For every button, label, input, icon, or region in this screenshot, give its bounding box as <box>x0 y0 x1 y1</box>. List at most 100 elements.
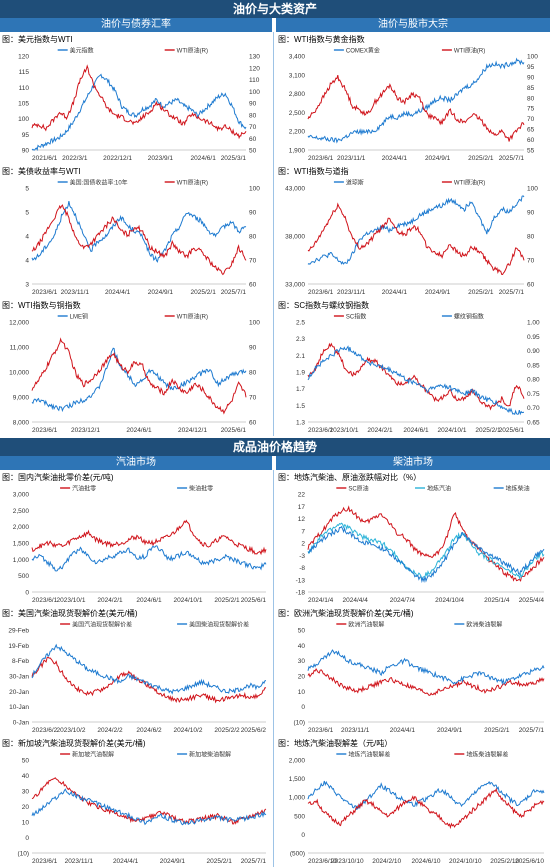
series-line-1 <box>307 202 525 276</box>
x-tick-label: 2024/6/1 <box>126 427 152 434</box>
x-tick-label: 2025/6/1 <box>499 427 525 434</box>
legend-label: 美国:国债收益率:10年 <box>70 179 128 187</box>
y-tick-label: 7 <box>301 528 305 535</box>
y-tick-label: 1.7 <box>296 386 305 393</box>
chart-svg: 1,900 2,200 2,500 2,800 3,100 3,400 55 60 65 70 75… <box>289 47 539 163</box>
x-tick-label: 2025/4/4 <box>519 597 545 604</box>
y-tick-label: 100 <box>18 116 29 123</box>
legend-label: 欧洲柴油裂解 <box>466 621 502 629</box>
subheader-diesel: 柴油市场 <box>276 456 550 470</box>
series-line-0 <box>307 505 545 582</box>
y2-tick-label: 100 <box>249 186 260 193</box>
x-tick-label: 2023/11/1 <box>337 289 366 296</box>
legend-label: 道琼斯 <box>346 179 364 187</box>
x-tick-label: 2023/11/1 <box>337 155 366 162</box>
y-tick-label: 105 <box>18 101 29 108</box>
x-tick-label: 2024/4/1 <box>113 858 139 865</box>
chart-panel-c11: 图：地炼汽柴油裂解差（元/吨） (500) 0 500 1,000 1,500 2,000 2… <box>276 738 550 867</box>
y2-tick-label: 90 <box>249 210 257 217</box>
x-tick-label: 2024/4/1 <box>382 155 408 162</box>
chart-panel-c10: 图：新加坡汽柴油现货裂解价差(美元/桶) (10) 0 10 20 30 40 50 2023/… <box>0 738 272 867</box>
y2-tick-label: 75 <box>527 106 535 113</box>
y2-tick-label: 60 <box>249 420 257 427</box>
x-tick-label: 2025/3/1 <box>221 155 247 162</box>
legend-label: 美国柴油现货裂解价差 <box>189 621 249 629</box>
legend-label: WTI原油(R) <box>177 47 208 55</box>
chart-title: 图：地炼汽柴油、原油涨跌幅对比（%） <box>278 473 422 482</box>
section-header-products: 成品油价格趋势 <box>0 438 550 456</box>
series-line-0 <box>31 656 267 704</box>
chart-panel-c6: 图：国内汽柴油批零价差(元/吨) 0 500 1,000 1,500 2,000 2,500… <box>0 472 272 606</box>
x-tick-label: 2025/2/1 <box>468 155 494 162</box>
y-tick-label: 5 <box>25 210 29 217</box>
chart-panel-c7: 图：地炼汽柴油、原油涨跌幅对比（%） -18 -13 -8 -3 2 7 12 17 22 2024… <box>276 472 550 606</box>
chart-title: 图：美国汽柴油现货裂解价差(美元/桶) <box>2 609 138 618</box>
y-tick-label: 3,000 <box>13 492 30 499</box>
x-tick-label: 2024/1/4 <box>308 597 334 604</box>
y-tick-label: 22 <box>298 492 306 499</box>
y-tick-label: 500 <box>294 813 305 820</box>
x-tick-label: 2024/10/10 <box>449 858 482 865</box>
chart-svg: (10) 0 10 20 30 40 50 2023/6/1 2023/11/1 2024/4/1… <box>293 621 545 734</box>
y-tick-label: 20 <box>298 674 306 681</box>
y2-tick-label: 50 <box>249 148 257 155</box>
series-line-0 <box>31 777 267 825</box>
y2-tick-label: 90 <box>249 101 257 108</box>
x-tick-label: 2023/6/1 <box>308 427 334 434</box>
y-tick-label: (500) <box>290 851 305 858</box>
x-tick-label: 2025/6/10 <box>515 858 544 865</box>
legend-label: 柴油批零 <box>189 485 213 493</box>
x-tick-label: 2023/6/1 <box>32 597 58 604</box>
y2-tick-label: 90 <box>527 210 535 217</box>
y-tick-label: (10) <box>293 720 305 727</box>
subheader-oil-bonds: 油价与债券汇率 <box>0 18 272 32</box>
y-tick-label: 12 <box>298 516 306 523</box>
y-tick-label: 30 <box>22 789 30 796</box>
y-tick-label: 12,000 <box>9 320 29 327</box>
x-tick-label: 2025/7/1 <box>519 727 545 734</box>
y-tick-label: 2,000 <box>289 758 306 765</box>
divider <box>273 32 274 436</box>
x-tick-label: 2024/9/1 <box>160 858 186 865</box>
y2-tick-label: 70 <box>249 124 257 131</box>
legend-label: 地炼柴油 <box>506 485 530 493</box>
chart-panel-c5: 图：SC指数与螺纹钢指数 1.3 1.5 1.7 1.9 2.1 2.3 2.5 0.65 0.7… <box>276 300 550 436</box>
y-tick-label: -13 <box>296 577 306 584</box>
y-tick-label: 3,100 <box>289 72 306 79</box>
y-tick-label: 43,000 <box>285 186 305 193</box>
legend-label: 新加坡柴油裂解 <box>189 751 231 759</box>
x-tick-label: 2023/11/1 <box>61 289 90 296</box>
y-tick-label: 115 <box>19 69 30 76</box>
chart-title: 图：WTI指数与铜指数 <box>2 301 81 310</box>
x-tick-label: 2023/6/1 <box>308 289 334 296</box>
chart-panel-c0: 图：美元指数与WTI 90 95 100 105 110 115 120 50 60 70 80 90 1… <box>0 34 272 164</box>
x-tick-label: 2025/2/10 <box>490 858 519 865</box>
y-tick-label: 20 <box>22 804 30 811</box>
chart-panel-c9: 图：欧洲汽柴油现货裂解价差(美元/桶) (10) 0 10 20 30 40 50 2023/6… <box>276 608 550 736</box>
x-tick-label: 2023/11/1 <box>341 727 370 734</box>
y2-tick-label: 80 <box>249 234 257 241</box>
x-tick-label: 2025/2/1 <box>191 289 217 296</box>
x-tick-label: 2023/6/1 <box>308 727 334 734</box>
x-tick-label: 2024/12/1 <box>178 427 207 434</box>
x-tick-label: 2024/10/4 <box>435 597 464 604</box>
y2-tick-label: 1.00 <box>527 320 540 327</box>
x-tick-label: 2025/7/1 <box>241 858 267 865</box>
x-tick-label: 2025/2/1 <box>475 427 501 434</box>
chart-title: 图：美债收益率与WTI <box>2 167 81 176</box>
x-tick-label: 2025/7/1 <box>221 289 247 296</box>
y-tick-label: 1.5 <box>296 403 305 410</box>
series-line-1 <box>307 787 545 830</box>
x-tick-label: 2022/3/1 <box>62 155 88 162</box>
y2-tick-label: 55 <box>527 148 535 155</box>
y2-tick-label: 70 <box>527 258 535 265</box>
x-tick-label: 2023/10/1 <box>330 427 359 434</box>
series-line-1 <box>307 522 545 581</box>
series-line-1 <box>31 643 267 695</box>
y2-tick-label: 130 <box>249 54 260 61</box>
series-line-0 <box>307 342 525 411</box>
chart-svg: 0-Jan 10-Jan 20-Jan 30-Jan 8-Feb 19-Feb 29-Feb… <box>8 621 267 735</box>
y-tick-label: 1,500 <box>13 541 30 548</box>
legend-label: 欧洲汽油裂解 <box>348 621 384 629</box>
